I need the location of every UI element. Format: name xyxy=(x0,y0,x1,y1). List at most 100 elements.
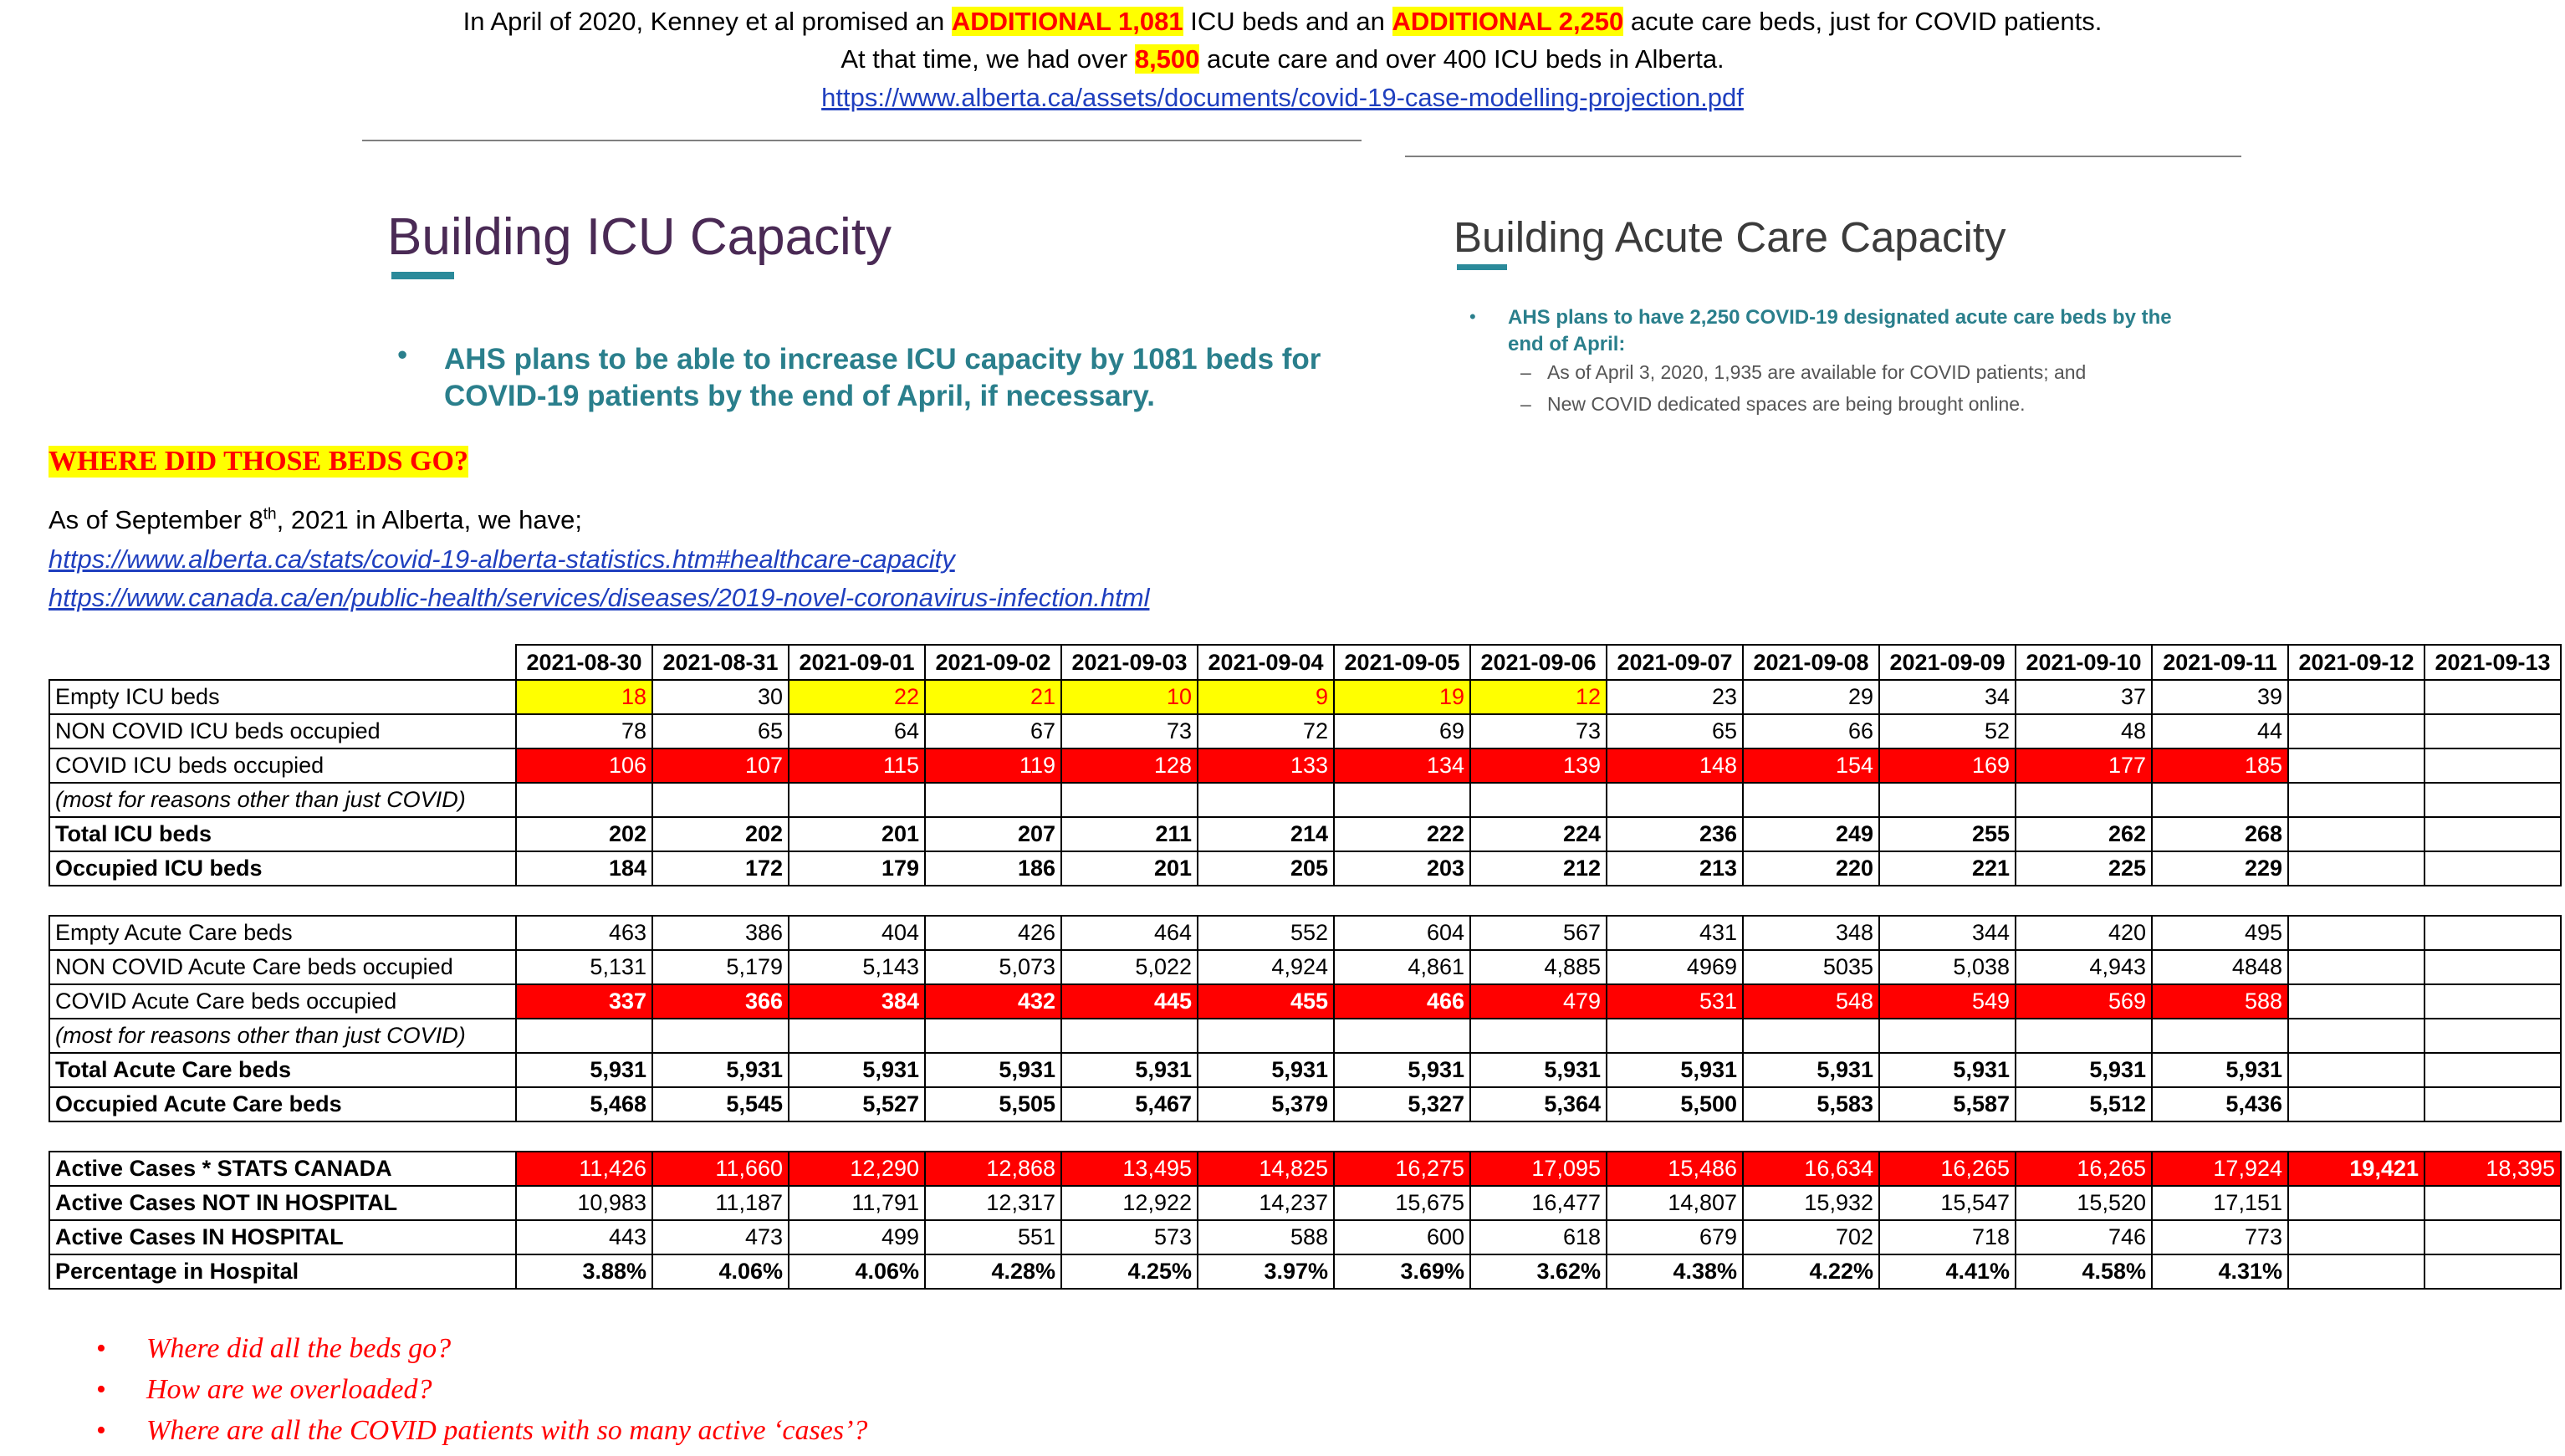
table-cell: 172 xyxy=(651,851,789,886)
table-cell: 5,587 xyxy=(1878,1086,2016,1122)
table-cell xyxy=(1878,1018,2016,1054)
table-cell xyxy=(2015,1018,2153,1054)
table-cell: 9 xyxy=(1197,679,1335,715)
table-cell: 139 xyxy=(1469,748,1607,784)
table-cell: 773 xyxy=(2151,1219,2289,1255)
table-cell: 588 xyxy=(2151,983,2289,1019)
table-cell: 17,924 xyxy=(2151,1151,2289,1187)
table-cell: 11,187 xyxy=(651,1185,789,1221)
table-cell xyxy=(1742,782,1880,818)
table-cell xyxy=(2151,782,2289,818)
table-cell: 463 xyxy=(515,915,653,951)
spacer-cell xyxy=(49,885,516,917)
table-cell xyxy=(2287,782,2425,818)
table-cell: 4,885 xyxy=(1469,949,1607,985)
row-label: Empty Acute Care beds xyxy=(49,915,517,951)
spacer-cell xyxy=(1607,885,1743,917)
table-cell xyxy=(651,1018,789,1054)
spacer-cell xyxy=(2016,1121,2152,1152)
acute-sub: New COVID dedicated spaces are being bro… xyxy=(1546,393,2026,415)
table-cell xyxy=(1606,1018,1744,1054)
spacer-cell xyxy=(2016,885,2152,917)
table-cell: 236 xyxy=(1606,816,1744,852)
spacer-cell xyxy=(1198,885,1334,917)
table-cell: 212 xyxy=(1469,851,1607,886)
table-cell: 15,932 xyxy=(1742,1185,1880,1221)
table-cell: 106 xyxy=(515,748,653,784)
table-cell: 64 xyxy=(788,713,926,749)
table-cell: 119 xyxy=(924,748,1062,784)
spacer-cell xyxy=(1470,1121,1607,1152)
table-cell: 12 xyxy=(1469,679,1607,715)
header-corner xyxy=(49,645,517,681)
table-cell: 220 xyxy=(1742,851,1880,886)
table-cell: 4.28% xyxy=(924,1254,1062,1290)
where-heading: WHERE DID THOSE BEDS GO? xyxy=(49,446,468,478)
table-cell: 5,436 xyxy=(2151,1086,2289,1122)
table-cell: 5,143 xyxy=(788,949,926,985)
table-cell xyxy=(2151,1018,2289,1054)
as-of-sup: th xyxy=(263,505,277,524)
table-cell: 214 xyxy=(1197,816,1335,852)
table-cell: 404 xyxy=(788,915,926,951)
table-cell: 5,467 xyxy=(1060,1086,1198,1122)
acute-bullet-line: end of April: xyxy=(1508,333,1626,355)
table-cell: 479 xyxy=(1469,983,1607,1019)
modelling-projection-link[interactable]: https://www.alberta.ca/assets/documents/… xyxy=(821,83,1744,112)
table-cell: 4.25% xyxy=(1060,1254,1198,1290)
table-cell: 186 xyxy=(924,851,1062,886)
table-cell xyxy=(515,782,653,818)
table-cell xyxy=(2287,679,2425,715)
spacer-cell xyxy=(516,1121,652,1152)
acute-subpoints: – As of April 3, 2020, 1,935 are availab… xyxy=(1520,356,2086,420)
table-cell: 78 xyxy=(515,713,653,749)
spacer-cell xyxy=(1879,1121,2016,1152)
table-cell xyxy=(2424,679,2562,715)
table-cell: 5,583 xyxy=(1742,1086,1880,1122)
row-label: Total ICU beds xyxy=(49,816,517,852)
table-cell: 249 xyxy=(1742,816,1880,852)
table-cell: 5,931 xyxy=(651,1052,789,1088)
row-label: Occupied Acute Care beds xyxy=(49,1086,517,1122)
table-cell: 5,073 xyxy=(924,949,1062,985)
table-cell: 48 xyxy=(2015,713,2153,749)
row-label: Percentage in Hospital xyxy=(49,1254,517,1290)
date-header: 2021-09-01 xyxy=(788,644,926,681)
accent-bar-icu xyxy=(391,272,454,279)
table-cell: 5,500 xyxy=(1606,1086,1744,1122)
table-cell: 69 xyxy=(1333,713,1471,749)
acute-bullet-line: AHS plans to have 2,250 COVID-19 designa… xyxy=(1508,306,2172,329)
row-label: COVID Acute Care beds occupied xyxy=(49,983,517,1019)
table-row: COVID ICU beds occupied 106 107 115 119 128 13… xyxy=(49,748,2562,784)
spacer-cell xyxy=(1743,1121,1879,1152)
table-cell xyxy=(2287,713,2425,749)
table-cell: 39 xyxy=(2151,679,2289,715)
bed-capacity-table: 2021-08-30 2021-08-31 2021-09-01 2021-09-02… xyxy=(49,644,2562,1290)
table-cell xyxy=(2424,713,2562,749)
table-cell: 22 xyxy=(788,679,926,715)
table-cell: 5,379 xyxy=(1197,1086,1335,1122)
canada-health-link[interactable]: https://www.canada.ca/en/public-health/s… xyxy=(49,583,1150,612)
table-cell xyxy=(1333,1018,1471,1054)
table-cell: 702 xyxy=(1742,1219,1880,1255)
highlight-acute: ADDITIONAL 2,250 xyxy=(1392,7,1624,36)
table-cell: 5,022 xyxy=(1060,949,1198,985)
table-cell: 13,495 xyxy=(1060,1151,1198,1187)
divider-right xyxy=(1405,156,2241,157)
table-cell: 4,924 xyxy=(1197,949,1335,985)
table-cell: 386 xyxy=(651,915,789,951)
spacer-cell xyxy=(789,1121,925,1152)
alberta-stats-link[interactable]: https://www.alberta.ca/stats/covid-19-al… xyxy=(49,544,955,574)
table-row: Empty Acute Care beds 463 386 404 426 464 552 6… xyxy=(49,915,2562,951)
date-header: 2021-09-11 xyxy=(2151,644,2289,681)
intro-text: At that time, we had over xyxy=(841,44,1135,74)
table-header-row: 2021-08-30 2021-08-31 2021-09-01 2021-09-02… xyxy=(49,644,2562,681)
table-cell: 5,931 xyxy=(1878,1052,2016,1088)
table-cell: 268 xyxy=(2151,816,2289,852)
date-header: 2021-09-08 xyxy=(1742,644,1880,681)
spacer-cell xyxy=(1061,1121,1198,1152)
table-cell: 5,545 xyxy=(651,1086,789,1122)
table-cell: 255 xyxy=(1878,816,2016,852)
row-label: COVID ICU beds occupied xyxy=(49,748,517,784)
date-header: 2021-08-31 xyxy=(651,644,789,681)
